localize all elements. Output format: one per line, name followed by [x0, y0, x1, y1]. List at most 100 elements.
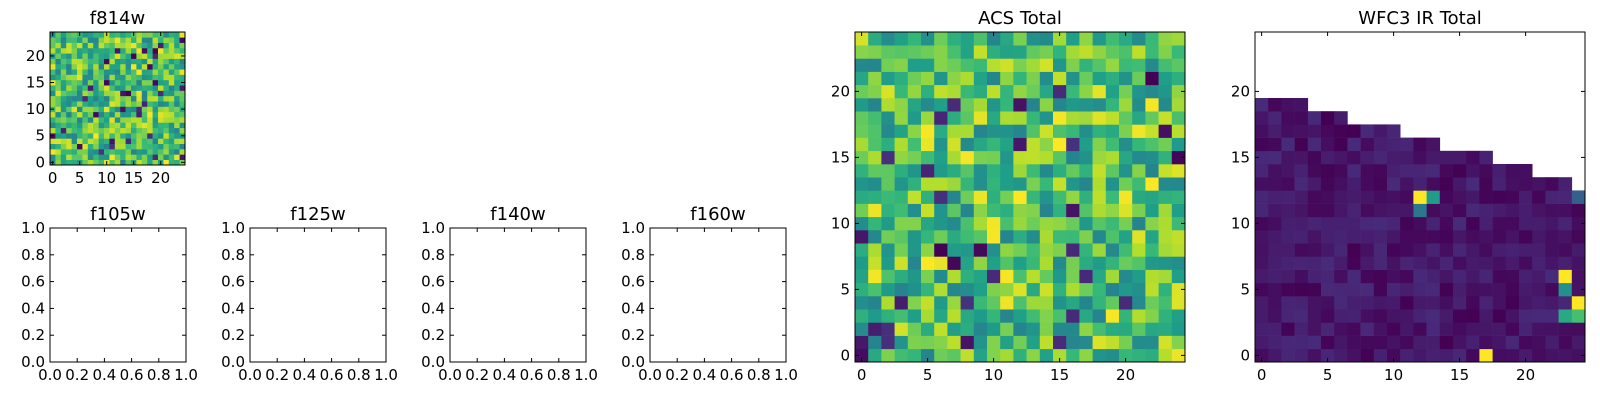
heatmap-cell	[973, 45, 988, 59]
heatmap-cell	[1268, 256, 1282, 270]
heatmap-cell	[82, 90, 89, 97]
heatmap-cell	[87, 138, 94, 145]
heatmap-cell	[158, 53, 164, 59]
heatmap-cell	[77, 133, 83, 139]
heatmap-cell	[960, 137, 975, 152]
heatmap-cell	[152, 90, 159, 97]
heatmap-cell	[82, 154, 89, 160]
heatmap-cell	[1039, 269, 1054, 284]
heatmap-cell	[1039, 203, 1054, 218]
heatmap-cell	[987, 216, 1001, 231]
heatmap-cell	[93, 53, 99, 59]
heatmap-cell	[1492, 282, 1507, 297]
heatmap-cell	[987, 296, 1001, 310]
axes-frame	[249, 227, 387, 363]
heatmap-cell	[141, 138, 148, 145]
x-tick-label: 15	[1450, 366, 1469, 384]
heatmap-cell	[1558, 282, 1573, 297]
heatmap-cell	[881, 348, 895, 363]
heatmap-cell	[1000, 150, 1014, 165]
heatmap-cell	[125, 117, 132, 123]
heatmap-cell	[1053, 137, 1067, 152]
heatmap-cell	[1426, 203, 1441, 218]
heatmap-cell	[1466, 335, 1480, 350]
heatmap-cell	[152, 159, 159, 166]
heatmap-cell	[1439, 230, 1454, 244]
heatmap-cell	[973, 137, 988, 152]
heatmap-cell	[1373, 243, 1388, 257]
heatmap-cell	[1039, 348, 1054, 363]
heatmap-cell	[855, 203, 869, 218]
heatmap-cell	[98, 149, 105, 155]
heatmap-cell	[77, 74, 83, 81]
x-tick-label: 0.2	[465, 366, 489, 384]
heatmap-cell	[131, 90, 137, 97]
heatmap-cell	[1255, 230, 1269, 244]
heatmap-cell	[947, 243, 961, 257]
heatmap-cell	[1505, 256, 1520, 270]
heatmap-cell	[1255, 309, 1269, 323]
heatmap-cell	[174, 53, 180, 59]
heatmap-cell	[1158, 58, 1173, 72]
heatmap-cell	[1026, 124, 1041, 138]
heatmap-cell	[93, 154, 99, 160]
heatmap-cell	[60, 58, 67, 65]
heatmap-cell	[934, 164, 948, 178]
heatmap-cell	[77, 143, 83, 150]
heatmap-cell	[87, 42, 94, 49]
heatmap-cell	[1039, 335, 1054, 350]
heatmap-cell	[1000, 322, 1014, 336]
heatmap-cell	[1158, 203, 1173, 218]
heatmap-cell	[907, 111, 922, 125]
heatmap-cell	[1145, 45, 1159, 59]
heatmap-cell	[147, 111, 153, 118]
heatmap-cell	[1281, 322, 1295, 336]
heatmap-cell	[158, 154, 164, 160]
heatmap-cell	[1000, 309, 1014, 323]
heatmap-cell	[921, 348, 935, 363]
heatmap-cell	[50, 47, 56, 54]
heatmap-cell	[881, 243, 895, 257]
heatmap-cell	[1066, 203, 1080, 218]
heatmap-cell	[1268, 164, 1282, 178]
heatmap-cell	[1119, 216, 1133, 231]
heatmap-cell	[1092, 190, 1107, 204]
heatmap-cell	[131, 95, 137, 102]
heatmap-cell	[1268, 203, 1282, 218]
heatmap-cell	[1439, 256, 1454, 270]
heatmap-cell	[1158, 335, 1173, 350]
heatmap-cell	[125, 95, 132, 102]
heatmap-cell	[1171, 137, 1186, 152]
heatmap-cell	[1545, 203, 1559, 218]
heatmap-cell	[1545, 269, 1559, 284]
heatmap-cell	[1360, 137, 1375, 152]
heatmap-cell	[1171, 296, 1186, 310]
heatmap-cell	[1387, 322, 1401, 336]
heatmap-cell	[93, 106, 99, 113]
heatmap-cell	[1558, 269, 1573, 284]
heatmap-cell	[87, 159, 94, 166]
heatmap-cell	[1132, 309, 1146, 323]
heatmap-cell	[1026, 98, 1041, 112]
heatmap-cell	[894, 71, 909, 86]
y-tick-label: 0.4	[421, 299, 445, 317]
y-tick-label: 20	[831, 82, 850, 100]
heatmap-cell	[960, 124, 975, 138]
heatmap-cell	[168, 69, 175, 75]
heatmap-cell	[1519, 309, 1533, 323]
heatmap-cell	[1492, 203, 1507, 218]
heatmap-cell	[1492, 164, 1507, 178]
heatmap-cell	[60, 42, 67, 49]
x-tick-label: 1.0	[574, 366, 598, 384]
heatmap-cell	[1519, 256, 1533, 270]
heatmap-cell	[1479, 230, 1493, 244]
heatmap-cell	[114, 37, 121, 43]
heatmap-cell	[131, 117, 137, 123]
heatmap-cell	[1413, 190, 1427, 204]
heatmap-cell	[894, 309, 909, 323]
heatmap-cell	[1158, 269, 1173, 284]
heatmap-cell	[1426, 282, 1441, 297]
heatmap-cell	[934, 203, 948, 218]
